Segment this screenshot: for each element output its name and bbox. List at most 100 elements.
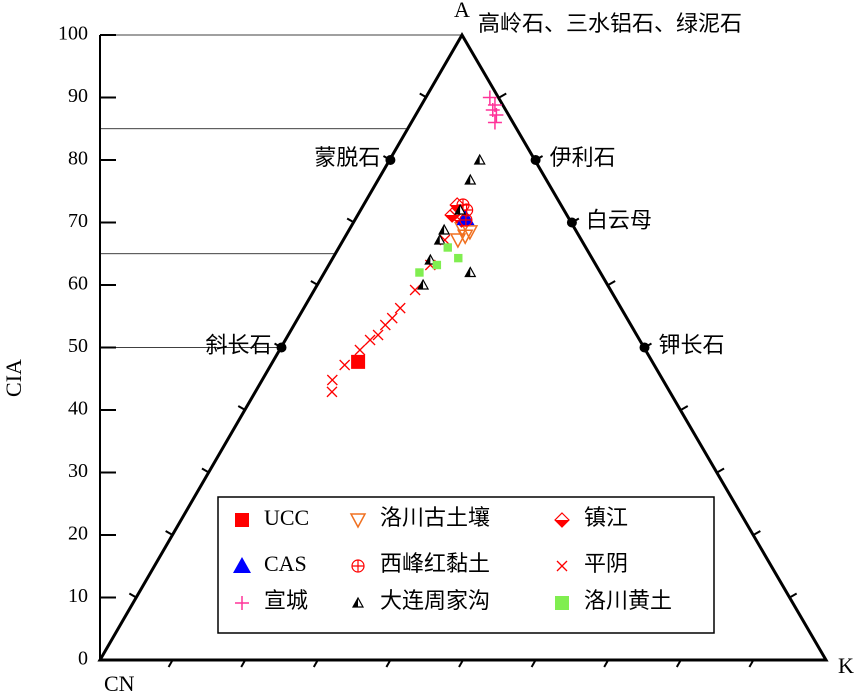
marker-part — [439, 225, 445, 234]
apex-label: A — [454, 0, 470, 22]
marker-part — [353, 598, 358, 607]
edge-tick — [716, 467, 725, 474]
y-tick-label: 50 — [68, 335, 88, 357]
marker — [459, 213, 473, 227]
y-tick-label: 80 — [68, 148, 88, 170]
marker-part — [434, 235, 440, 244]
marker-part — [354, 344, 366, 356]
y-tick-label: 30 — [68, 460, 88, 482]
marker — [456, 229, 474, 245]
edge-tick — [312, 659, 319, 668]
edge-tick — [675, 659, 682, 668]
edge-tick — [240, 659, 247, 668]
mineral-point — [566, 217, 577, 228]
edge-tick — [237, 405, 246, 411]
marker-part — [394, 302, 406, 314]
marker — [473, 153, 486, 165]
marker — [454, 203, 467, 215]
marker-part — [235, 596, 249, 610]
marker — [326, 386, 338, 398]
marker-part — [482, 90, 497, 105]
y-tick-label: 70 — [68, 210, 88, 232]
legend-marker — [351, 559, 365, 573]
edge-tick — [607, 280, 616, 286]
edge-tick — [603, 659, 610, 668]
mineral-point — [639, 342, 650, 353]
edge-tick — [680, 405, 689, 411]
edge-tick — [419, 92, 428, 99]
marker-part — [487, 115, 502, 130]
legend-label: CAS — [264, 551, 307, 576]
right-label: K — [838, 653, 854, 678]
marker-part — [415, 268, 424, 277]
marker — [372, 329, 384, 341]
y-tick-label: 90 — [68, 85, 88, 107]
mineral-label: 钾长石 — [659, 333, 725, 358]
left-label: CN — [104, 671, 135, 696]
legend-label: UCC — [264, 505, 309, 530]
marker-part — [555, 596, 569, 610]
mineral-label: 斜长石 — [205, 333, 271, 358]
legend-label: 镇江 — [584, 505, 628, 530]
edge-tick — [748, 659, 755, 668]
marker — [443, 243, 452, 252]
edge-tick — [498, 92, 507, 99]
marker-part — [235, 513, 249, 527]
legend-marker — [235, 513, 249, 527]
y-tick-label: 60 — [68, 273, 88, 295]
marker-part — [474, 155, 480, 164]
marker — [354, 344, 366, 356]
legend-label: 洛川黄土 — [584, 588, 672, 613]
marker — [464, 266, 477, 278]
marker-part — [352, 560, 364, 572]
mineral-point — [385, 155, 396, 165]
edge-tick — [789, 592, 798, 599]
marker-part — [465, 267, 471, 277]
marker-part — [443, 243, 452, 252]
edge-tick — [346, 217, 355, 224]
y-tick-label: 10 — [68, 585, 88, 607]
marker — [461, 225, 479, 241]
marker-part — [454, 253, 463, 263]
legend-label: 洛川古土壤 — [380, 505, 490, 530]
edge-tick — [201, 467, 210, 474]
marker-part — [556, 560, 568, 572]
marker-part — [555, 520, 569, 527]
marker — [485, 103, 500, 117]
edge-tick — [165, 530, 174, 536]
y-axis-label: CIA — [1, 359, 26, 397]
legend-label: 大连周家沟 — [380, 588, 490, 613]
marker-part — [485, 103, 500, 117]
marker — [415, 268, 424, 277]
legend-label: 宣城 — [264, 588, 308, 613]
mineral-label: 伊利石 — [550, 145, 616, 170]
mineral-label: 蒙脱石 — [314, 145, 380, 170]
edge-tick — [128, 592, 137, 599]
edge-tick — [167, 659, 174, 668]
legend-marker — [349, 513, 367, 529]
edge-tick — [752, 530, 761, 536]
legend-marker — [555, 596, 569, 610]
legend-label: 平阴 — [584, 551, 628, 576]
legend-marker — [233, 557, 251, 573]
mineral-point — [276, 342, 287, 353]
top-annotation: 高岭石、三水铝石、绿泥石 — [478, 11, 742, 36]
marker — [449, 233, 467, 249]
marker — [417, 278, 430, 290]
marker-part — [364, 334, 376, 346]
marker-part — [409, 284, 421, 296]
marker-part — [233, 557, 251, 573]
legend-box — [217, 496, 715, 634]
marker — [454, 253, 463, 263]
marker-part — [461, 225, 479, 241]
marker — [464, 173, 477, 185]
marker-part — [418, 280, 424, 289]
edge-tick — [530, 659, 537, 668]
y-tick-label: 100 — [58, 23, 88, 45]
marker — [438, 223, 451, 235]
marker-part — [465, 175, 471, 184]
marker-part — [425, 255, 431, 264]
marker-part — [326, 374, 338, 386]
marker — [339, 359, 351, 371]
marker-part — [326, 386, 338, 398]
